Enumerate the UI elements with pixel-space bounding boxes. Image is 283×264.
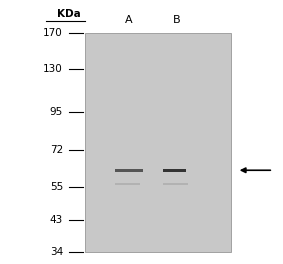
Text: 130: 130: [43, 64, 63, 74]
Text: 43: 43: [50, 215, 63, 225]
Text: 95: 95: [50, 107, 63, 117]
Text: KDa: KDa: [57, 10, 81, 20]
Text: 72: 72: [50, 145, 63, 155]
Bar: [115, 183, 140, 185]
Text: 55: 55: [50, 182, 63, 192]
Text: B: B: [173, 15, 180, 25]
Bar: [162, 169, 186, 172]
Text: 34: 34: [50, 247, 63, 257]
Bar: [115, 169, 143, 172]
Bar: [85, 33, 231, 252]
Text: 170: 170: [43, 28, 63, 38]
Text: A: A: [125, 15, 133, 25]
Bar: [162, 183, 188, 185]
